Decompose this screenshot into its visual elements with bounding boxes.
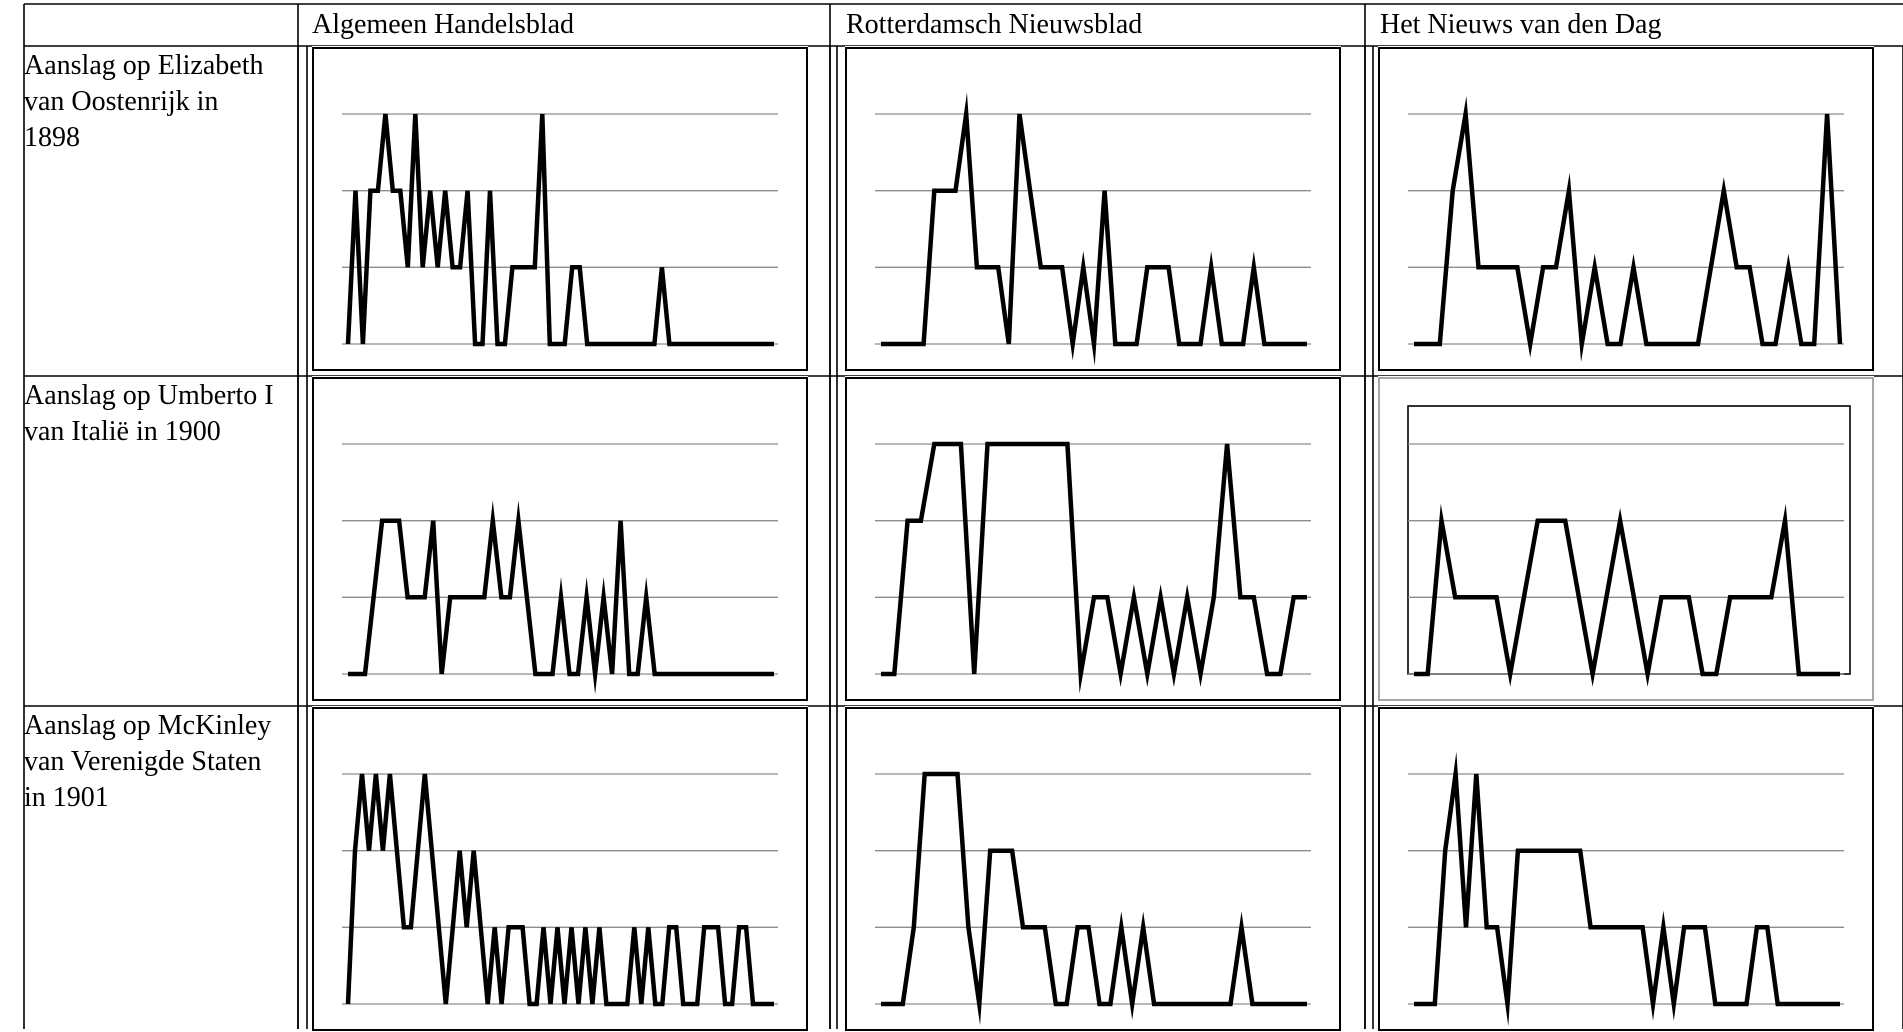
- chart-panel-r2-c2: [1378, 706, 1874, 1032]
- chart-panel-r1-c2: [1378, 376, 1874, 702]
- line-chart-r2-c1: [845, 706, 1341, 1032]
- chart-panel-r1-c0: [312, 376, 808, 702]
- chart-panel-r0-c1: [845, 46, 1341, 372]
- chart-area-border: [313, 48, 807, 370]
- line-chart-r1-c1: [845, 376, 1341, 702]
- chart-area-border: [1379, 708, 1873, 1030]
- row-label-umberto-1900: Aanslag op Umberto I van Italië in 1900: [24, 378, 279, 450]
- line-chart-r1-c0: [312, 376, 808, 702]
- chart-panel-r2-c1: [845, 706, 1341, 1032]
- chart-area-border: [846, 378, 1340, 700]
- chart-panel-r2-c0: [312, 706, 808, 1032]
- chart-area-border: [313, 378, 807, 700]
- line-chart-r0-c1: [845, 46, 1341, 372]
- row-label-elizabeth-1898: Aanslag op Elizabeth van Oostenrijk in 1…: [24, 48, 279, 156]
- chart-panel-r0-c0: [312, 46, 808, 372]
- line-chart-r0-c0: [312, 46, 808, 372]
- line-chart-r2-c0: [312, 706, 808, 1032]
- column-header-het-nieuws-van-den-dag: Het Nieuws van den Dag: [1380, 8, 1661, 42]
- chart-panel-r1-c1: [845, 376, 1341, 702]
- line-chart-r1-c2: [1378, 376, 1874, 702]
- line-chart-r0-c2: [1378, 46, 1874, 372]
- column-header-rotterdamsch-nieuwsblad: Rotterdamsch Nieuwsblad: [846, 8, 1142, 42]
- row-label-mckinley-1901: Aanslag op McKinley van Verenigde Staten…: [24, 708, 279, 816]
- line-chart-r2-c2: [1378, 706, 1874, 1032]
- chart-panel-r0-c2: [1378, 46, 1874, 372]
- column-header-algemeen-handelsblad: Algemeen Handelsblad: [312, 8, 574, 42]
